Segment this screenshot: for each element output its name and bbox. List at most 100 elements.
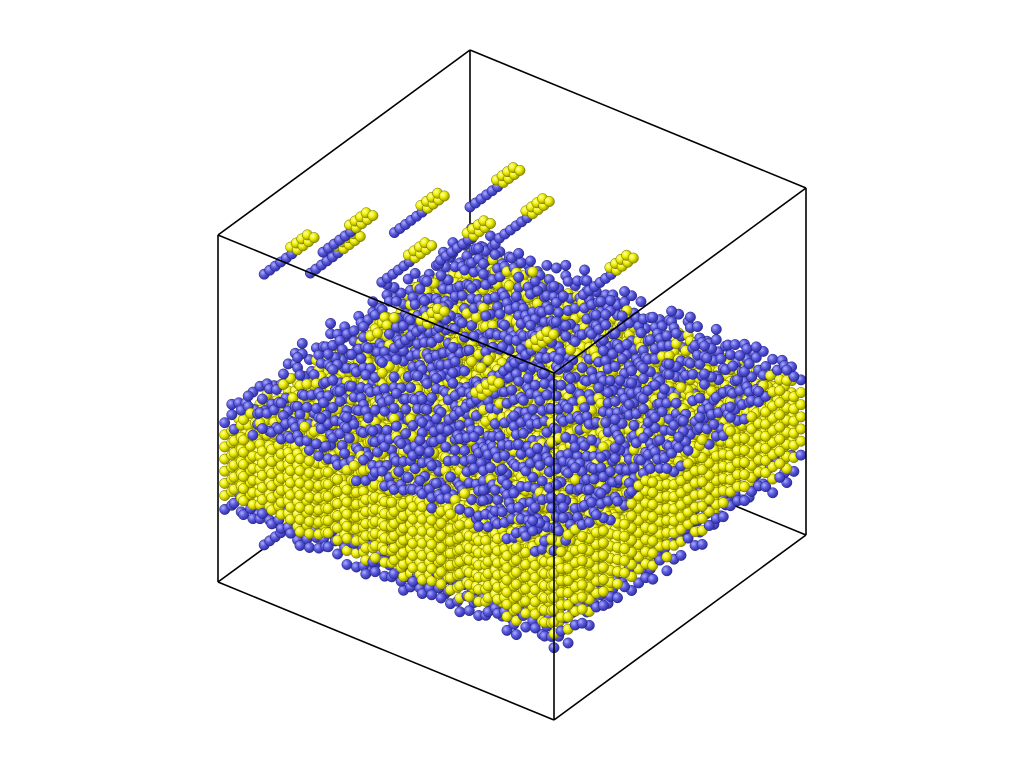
- blue-atom: [294, 369, 306, 381]
- blue-atom: [320, 440, 332, 452]
- blue-atom: [395, 438, 407, 450]
- yellow-atom: [459, 488, 471, 499]
- blue-atom: [414, 474, 426, 486]
- blue-atom: [445, 471, 456, 483]
- blue-atom: [219, 417, 231, 429]
- blue-atom: [414, 445, 426, 457]
- blue-atom: [454, 606, 466, 618]
- blue-atom: [238, 509, 249, 521]
- blue-atom: [301, 401, 313, 413]
- blue-atom: [256, 423, 268, 435]
- blue-atom: [343, 432, 355, 444]
- blue-atom: [327, 374, 339, 386]
- blue-atom: [426, 502, 438, 514]
- yellow-atom: [303, 455, 315, 467]
- yellow-atom: [372, 327, 384, 339]
- blue-atom: [442, 424, 454, 436]
- blue-atom: [339, 447, 351, 459]
- blue-atom: [292, 351, 304, 363]
- yellow-atom: [332, 473, 344, 485]
- blue-atom: [369, 566, 381, 578]
- yellow-atom: [348, 460, 360, 472]
- yellow-atom: [435, 517, 447, 529]
- blue-atom: [463, 506, 475, 518]
- blue-atom: [310, 438, 322, 450]
- blue-atom: [358, 454, 369, 466]
- blue-atom: [355, 352, 367, 364]
- yellow-atom: [303, 528, 315, 540]
- blue-atom: [562, 637, 574, 649]
- blue-atom: [426, 460, 438, 472]
- blue-atom: [346, 380, 358, 392]
- yellow-atom: [369, 552, 381, 564]
- yellow-atom: [341, 496, 353, 508]
- blue-atom: [360, 369, 372, 381]
- blue-atom: [449, 454, 461, 466]
- blue-atom: [376, 465, 388, 477]
- blue-atom: [393, 465, 405, 477]
- blue-atom: [390, 388, 402, 399]
- blue-atom: [318, 397, 329, 409]
- blue-atom: [405, 382, 416, 394]
- yellow-atom: [322, 527, 334, 539]
- yellow-atom: [303, 467, 315, 479]
- yellow-atom: [341, 484, 353, 496]
- yellow-atom: [238, 483, 249, 495]
- blue-atom: [362, 342, 374, 354]
- blue-atom: [423, 446, 435, 458]
- blue-atom: [348, 325, 360, 337]
- blue-atom: [367, 425, 379, 437]
- blue-atom: [296, 337, 308, 349]
- blue-atom: [327, 364, 339, 376]
- blue-atom: [421, 378, 433, 390]
- yellow-atom: [341, 533, 353, 544]
- yellow-atom: [299, 421, 311, 433]
- blue-atom: [247, 429, 259, 441]
- blue-atom: [388, 371, 400, 383]
- blue-atom: [379, 405, 391, 417]
- blue-atom: [421, 404, 433, 416]
- blue-atom: [376, 356, 388, 368]
- blue-atom: [390, 420, 402, 432]
- yellow-atom: [303, 503, 315, 515]
- blue-atom: [278, 368, 289, 380]
- yellow-atom: [454, 519, 466, 531]
- blue-atom: [226, 409, 238, 421]
- blue-atom: [358, 321, 369, 333]
- blue-atom: [388, 402, 400, 414]
- blue-atom: [322, 541, 334, 553]
- blue-atom: [414, 434, 426, 446]
- blue-atom: [416, 416, 428, 428]
- blue-atom: [400, 403, 412, 415]
- yellow-atom: [386, 496, 398, 508]
- blue-atom: [412, 370, 424, 382]
- yellow-atom: [238, 446, 249, 458]
- yellow-atom: [238, 471, 249, 482]
- blue-atom: [402, 472, 414, 483]
- yellow-atom: [301, 378, 313, 390]
- yellow-atom: [322, 515, 334, 527]
- blue-atom: [334, 395, 346, 407]
- yellow-atom: [341, 520, 353, 532]
- blue-atom: [256, 508, 268, 520]
- blue-atom: [275, 397, 287, 409]
- blue-atom: [510, 629, 522, 641]
- yellow-atom: [238, 458, 249, 470]
- blue-atom: [473, 520, 485, 532]
- yellow-atom: [388, 312, 400, 324]
- atoms-layer: [219, 162, 807, 654]
- blue-atom: [256, 393, 268, 405]
- blue-atom: [360, 568, 372, 580]
- yellow-atom: [303, 479, 315, 491]
- blue-atom: [336, 344, 348, 355]
- blue-atom: [430, 477, 442, 489]
- blue-atom: [454, 420, 466, 431]
- blue-atom: [303, 542, 315, 553]
- blue-atom: [400, 428, 412, 439]
- yellow-atom: [238, 434, 249, 446]
- blue-atom: [242, 390, 254, 402]
- yellow-atom: [303, 516, 315, 527]
- blue-atom: [325, 317, 337, 329]
